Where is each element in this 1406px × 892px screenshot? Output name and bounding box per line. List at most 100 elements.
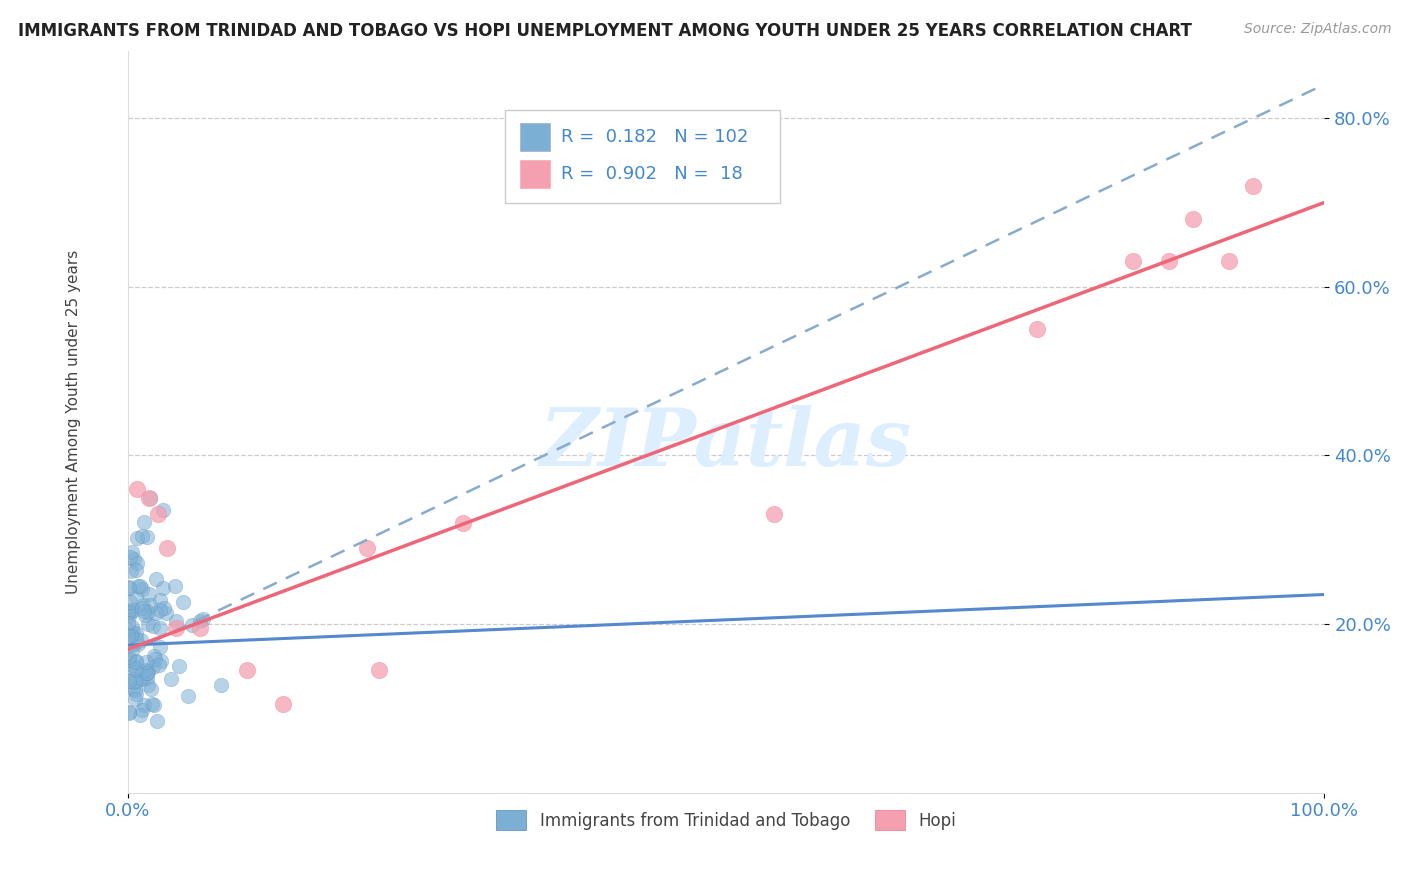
Point	[117, 616, 139, 631]
Point	[131, 672, 153, 686]
Point	[134, 655, 156, 669]
Point	[1122, 254, 1144, 268]
Point	[143, 652, 166, 666]
FancyBboxPatch shape	[520, 123, 550, 151]
Text: Unemployment Among Youth under 25 years: Unemployment Among Youth under 25 years	[66, 250, 82, 594]
Point	[135, 666, 157, 681]
Point	[148, 658, 170, 673]
Point	[155, 607, 177, 621]
Point	[163, 579, 186, 593]
Point	[120, 549, 142, 564]
Point	[143, 648, 166, 663]
Point	[146, 508, 169, 522]
Point	[124, 682, 146, 697]
Point	[148, 621, 170, 635]
Point	[129, 632, 152, 647]
Point	[131, 601, 153, 615]
Point	[136, 671, 159, 685]
Point	[136, 605, 159, 619]
Point	[146, 714, 169, 729]
Point	[132, 698, 155, 712]
Point	[121, 545, 143, 559]
Point	[121, 672, 143, 686]
Point	[118, 705, 141, 719]
Point	[125, 655, 148, 669]
Point	[132, 604, 155, 618]
Point	[125, 563, 148, 577]
Point	[138, 598, 160, 612]
Point	[368, 664, 391, 678]
Text: R =  0.182   N = 102: R = 0.182 N = 102	[561, 128, 748, 145]
Point	[136, 666, 159, 681]
Point	[152, 503, 174, 517]
Point	[145, 572, 167, 586]
Text: IMMIGRANTS FROM TRINIDAD AND TOBAGO VS HOPI UNEMPLOYMENT AMONG YOUTH UNDER 25 YE: IMMIGRANTS FROM TRINIDAD AND TOBAGO VS H…	[18, 22, 1192, 40]
Point	[118, 659, 141, 673]
Point	[121, 657, 143, 672]
Point	[165, 614, 187, 628]
Point	[1157, 254, 1180, 268]
Text: Source: ZipAtlas.com: Source: ZipAtlas.com	[1244, 22, 1392, 37]
Point	[125, 632, 148, 646]
Point	[128, 579, 150, 593]
Point	[121, 603, 143, 617]
Point	[145, 607, 167, 621]
Point	[125, 662, 148, 676]
Point	[118, 706, 141, 720]
Text: R =  0.902   N =  18: R = 0.902 N = 18	[561, 165, 742, 183]
Point	[1241, 178, 1264, 193]
Point	[165, 621, 187, 635]
FancyBboxPatch shape	[520, 160, 550, 188]
Point	[136, 616, 159, 631]
Point	[142, 618, 165, 632]
Point	[124, 626, 146, 640]
Point	[122, 674, 145, 689]
Point	[124, 674, 146, 689]
Point	[118, 581, 141, 595]
Point	[120, 605, 142, 619]
Point	[236, 664, 259, 678]
FancyBboxPatch shape	[505, 110, 780, 202]
Point	[127, 482, 149, 496]
Point	[762, 508, 785, 522]
Point	[136, 530, 159, 544]
Point	[127, 557, 149, 571]
Point	[273, 697, 295, 711]
Point	[180, 618, 202, 632]
Point	[129, 671, 152, 685]
Point	[131, 703, 153, 717]
Point	[131, 582, 153, 596]
Point	[118, 609, 141, 624]
Point	[156, 541, 179, 556]
Point	[117, 629, 139, 643]
Point	[138, 586, 160, 600]
Point	[356, 541, 378, 556]
Point	[127, 579, 149, 593]
Point	[136, 678, 159, 692]
Point	[209, 678, 232, 692]
Point	[118, 653, 141, 667]
Point	[1026, 322, 1049, 336]
Point	[148, 603, 170, 617]
Point	[125, 654, 148, 668]
Point	[143, 698, 166, 713]
Point	[125, 687, 148, 701]
Point	[136, 664, 159, 678]
Point	[121, 624, 143, 639]
Point	[124, 691, 146, 706]
Point	[159, 673, 181, 687]
Point	[169, 659, 191, 673]
Point	[127, 531, 149, 545]
Point	[188, 621, 211, 635]
Point	[127, 636, 149, 650]
Point	[190, 614, 212, 628]
Point	[129, 707, 152, 722]
Point	[117, 580, 139, 594]
Point	[138, 491, 160, 505]
Point	[118, 650, 141, 665]
Point	[118, 674, 141, 689]
Point	[117, 606, 139, 620]
Point	[149, 654, 172, 668]
Point	[451, 516, 474, 530]
Point	[149, 640, 172, 655]
